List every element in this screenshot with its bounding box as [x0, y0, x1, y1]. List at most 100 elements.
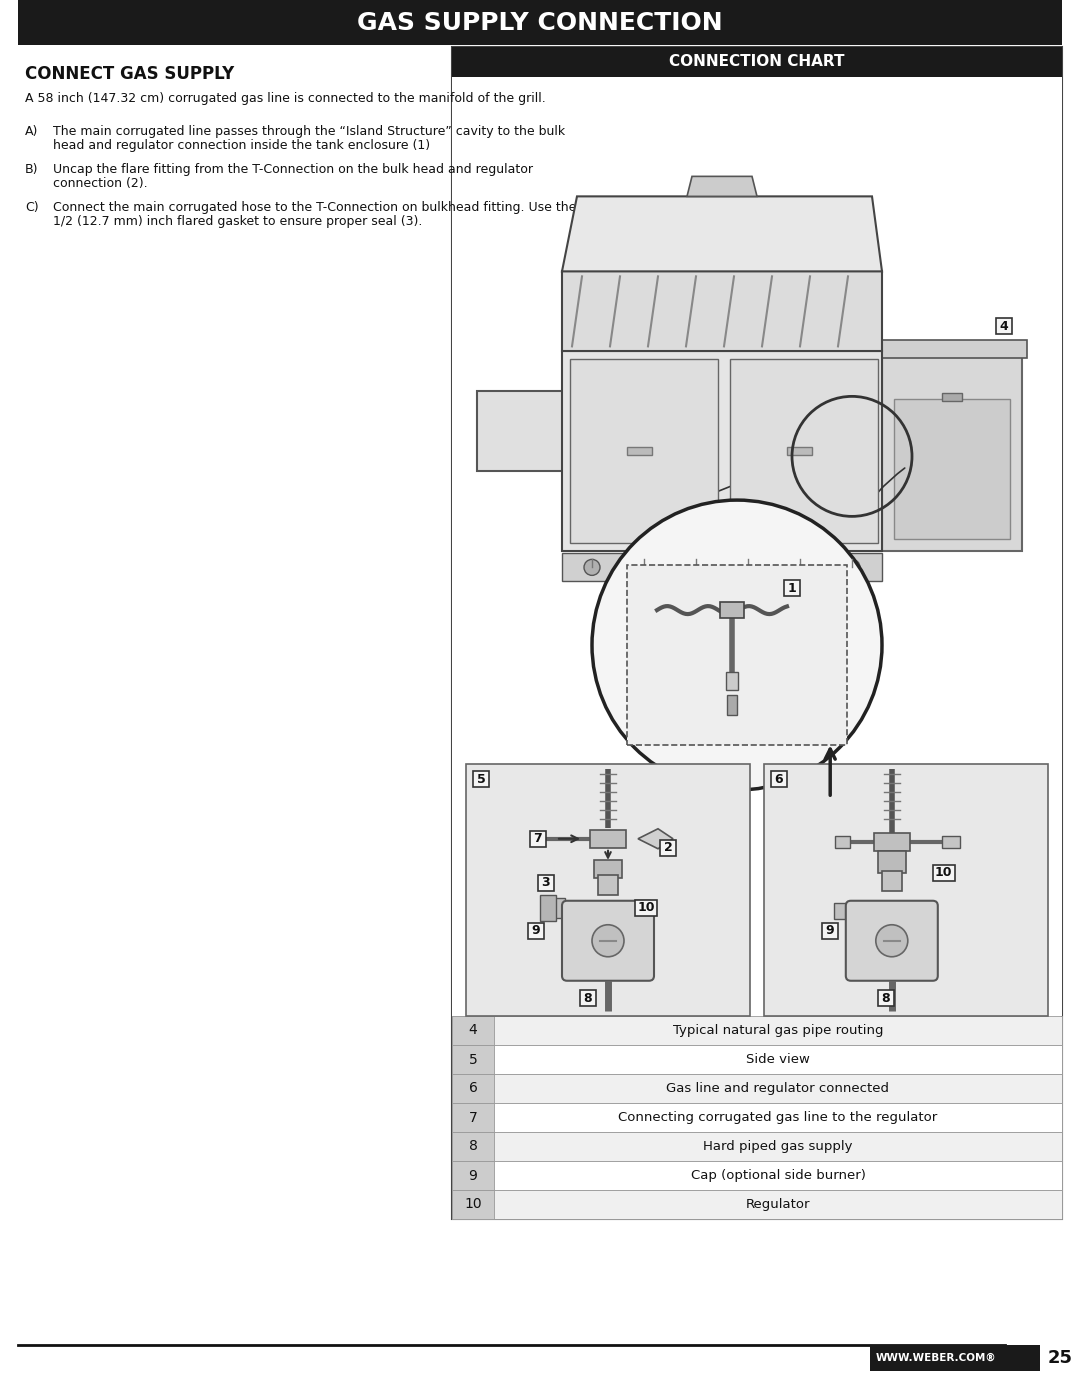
Bar	[834, 902, 850, 919]
Text: 10: 10	[464, 1197, 482, 1211]
Bar	[473, 771, 489, 788]
Text: 5: 5	[469, 1052, 477, 1066]
Bar	[453, 1045, 494, 1074]
Text: Connecting corrugated gas line to the regulator: Connecting corrugated gas line to the re…	[619, 1111, 937, 1125]
Circle shape	[592, 500, 882, 791]
Bar	[453, 1016, 1062, 1045]
Circle shape	[584, 559, 600, 576]
Text: Side view: Side view	[746, 1053, 810, 1066]
Text: The main corrugated line passes through the “Island Structure” cavity to the bul: The main corrugated line passes through …	[53, 124, 565, 138]
Text: connection (2).: connection (2).	[53, 177, 148, 190]
Bar	[453, 1161, 494, 1190]
Bar	[453, 1045, 1062, 1074]
Bar	[877, 341, 1027, 359]
Bar	[465, 764, 750, 1016]
Text: Regulator: Regulator	[746, 1199, 810, 1211]
Bar	[570, 359, 718, 543]
Bar	[528, 923, 544, 939]
Bar	[538, 875, 554, 891]
Polygon shape	[638, 828, 673, 849]
Circle shape	[636, 559, 652, 576]
Text: A): A)	[25, 124, 39, 138]
Polygon shape	[562, 197, 882, 271]
Text: 6: 6	[774, 773, 783, 787]
Text: 9: 9	[825, 925, 834, 937]
Bar	[627, 447, 652, 455]
Circle shape	[792, 559, 808, 576]
Bar	[453, 77, 1062, 1016]
Bar	[870, 1345, 1040, 1370]
Bar	[453, 1132, 494, 1161]
Text: Connect the main corrugated hose to the T-Connection on bulkhead fitting. Use th: Connect the main corrugated hose to the …	[53, 201, 577, 214]
Text: 8: 8	[881, 992, 890, 1004]
Bar	[784, 580, 800, 597]
Bar	[942, 394, 962, 401]
Bar	[822, 923, 838, 939]
Bar	[894, 400, 1010, 539]
Text: 9: 9	[469, 1168, 477, 1182]
Bar	[453, 1104, 494, 1132]
Bar	[771, 771, 787, 788]
Text: B): B)	[25, 163, 39, 176]
Bar	[562, 553, 882, 581]
Text: CONNECT GAS SUPPLY: CONNECT GAS SUPPLY	[25, 66, 234, 82]
Text: 4: 4	[469, 1024, 477, 1038]
Text: 5: 5	[476, 773, 485, 787]
Text: 7: 7	[469, 1111, 477, 1125]
Text: 7: 7	[534, 833, 542, 845]
Bar	[553, 898, 565, 918]
Text: C): C)	[25, 201, 39, 214]
Bar	[453, 47, 1062, 77]
Text: GAS SUPPLY CONNECTION: GAS SUPPLY CONNECTION	[357, 11, 723, 35]
Text: 10: 10	[935, 866, 953, 879]
Bar	[562, 352, 882, 552]
Text: CONNECTION CHART: CONNECTION CHART	[670, 54, 845, 70]
Text: Uncap the flare fitting from the T-Connection on the bulk head and regulator: Uncap the flare fitting from the T-Conne…	[53, 163, 534, 176]
Bar	[453, 1074, 494, 1104]
Bar	[882, 356, 1022, 552]
Bar	[835, 835, 850, 848]
Text: 1/2 (12.7 mm) inch flared gasket to ensure proper seal (3).: 1/2 (12.7 mm) inch flared gasket to ensu…	[53, 215, 422, 228]
Text: 8: 8	[469, 1140, 477, 1154]
Bar	[933, 865, 955, 880]
Bar	[453, 1190, 494, 1220]
Text: Typical natural gas pipe routing: Typical natural gas pipe routing	[673, 1024, 883, 1037]
Bar	[580, 990, 596, 1006]
Bar	[720, 602, 744, 617]
Text: 2: 2	[663, 841, 673, 854]
Circle shape	[740, 559, 756, 576]
Bar	[727, 696, 737, 715]
Text: WWW.WEBER.COM®: WWW.WEBER.COM®	[876, 1354, 997, 1363]
Bar	[453, 1104, 1062, 1132]
Text: Cap (optional side burner): Cap (optional side burner)	[690, 1169, 865, 1182]
Text: 6: 6	[469, 1081, 477, 1095]
Circle shape	[843, 559, 860, 576]
Bar	[453, 1132, 1062, 1161]
Circle shape	[876, 925, 908, 957]
Bar	[477, 391, 967, 471]
Bar	[627, 566, 847, 745]
Bar	[942, 835, 960, 848]
FancyBboxPatch shape	[562, 901, 654, 981]
Text: Hard piped gas supply: Hard piped gas supply	[703, 1140, 853, 1153]
Bar	[764, 764, 1048, 1016]
Bar	[540, 894, 556, 921]
Text: 8: 8	[583, 992, 592, 1004]
Bar	[598, 875, 618, 894]
Bar	[878, 851, 906, 873]
Text: 25: 25	[1048, 1350, 1072, 1368]
Bar	[18, 0, 1062, 45]
Text: A 58 inch (147.32 cm) corrugated gas line is connected to the manifold of the gr: A 58 inch (147.32 cm) corrugated gas lin…	[25, 92, 545, 105]
Text: Gas line and regulator connected: Gas line and regulator connected	[666, 1083, 890, 1095]
FancyBboxPatch shape	[846, 901, 937, 981]
Polygon shape	[687, 176, 757, 197]
Bar	[453, 47, 1062, 1220]
Bar	[730, 359, 878, 543]
Bar	[787, 447, 812, 455]
Bar	[594, 859, 622, 877]
Text: 9: 9	[531, 925, 540, 937]
Bar	[726, 672, 738, 690]
Bar	[453, 1016, 494, 1045]
Bar	[453, 1074, 1062, 1104]
Bar	[660, 840, 676, 856]
